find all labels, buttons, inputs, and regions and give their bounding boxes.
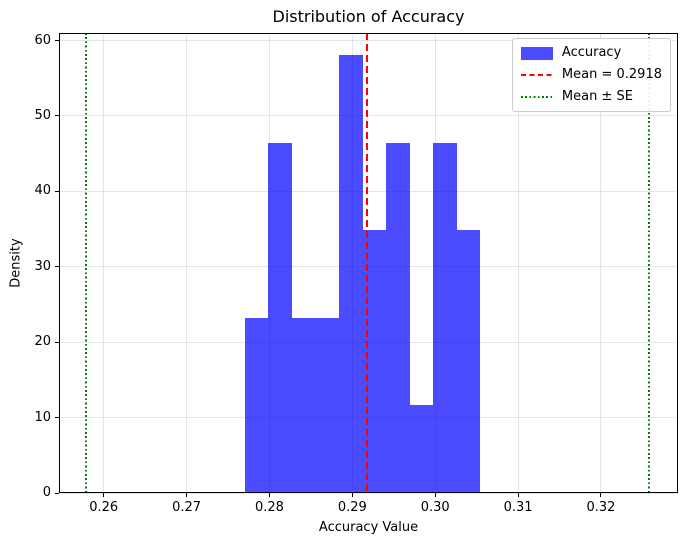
x-tick-label: 0.29 [337,500,367,515]
histogram-bar [315,317,339,493]
y-tick-label: 40 [34,183,51,199]
x-axis-label: Accuracy Value [318,520,419,535]
x-tick-label: 0.32 [586,500,616,515]
gridline-horizontal [59,492,678,494]
x-tick-label: 0.31 [503,500,533,515]
se-line [84,33,87,493]
histogram-bar [268,142,292,493]
legend-entry-mean: Mean = 0.2918 [520,67,662,83]
x-tick-mark [600,493,602,497]
gridline-horizontal [59,190,678,192]
chart-title: Distribution of Accuracy [272,7,465,26]
plot-area: Accuracy Mean = 0.2918 Mean ± SE 0 10 20 30… [34,33,678,515]
y-tick-mark [55,341,59,343]
legend-label-se: Mean ± SE [561,89,633,104]
histogram-bar [338,55,363,493]
legend: Accuracy Mean = 0.2918 Mean ± SE [511,38,671,112]
se-dotted-line-icon [520,96,553,98]
y-tick-mark [55,266,59,268]
y-tick-mark [55,115,59,117]
x-tick-label: 0.26 [89,500,119,515]
y-tick-mark [55,492,59,494]
histogram-bar [433,142,457,493]
legend-label-mean: Mean = 0.2918 [561,67,662,82]
accuracy-swatch-icon [520,46,553,60]
y-tick-mark [55,40,59,42]
gridline-vertical [517,33,519,493]
histogram-bar [291,317,316,493]
mean-line [366,33,369,493]
y-tick-label: 0 [42,485,51,500]
x-tick-label: 0.30 [420,500,450,515]
gridline-horizontal [59,40,678,42]
y-tick-label: 30 [34,258,51,274]
y-tick-label: 20 [34,334,51,350]
histogram-bar [456,230,481,493]
x-tick-mark [434,493,436,497]
histogram-bar [386,142,410,493]
y-tick-label: 50 [34,107,51,123]
gridline-horizontal [59,115,678,117]
y-tick-mark [55,190,59,192]
y-tick-mark [55,417,59,419]
mean-dashed-line-icon [520,74,553,76]
gridline-vertical [600,33,602,493]
x-tick-mark [268,493,270,497]
se-line [647,33,650,493]
gridline-vertical [186,33,188,493]
histogram-bar [362,230,387,493]
x-tick-mark [186,493,188,497]
legend-label-accuracy: Accuracy [561,45,622,60]
gridline-vertical [103,33,105,493]
x-tick-mark [351,493,353,497]
histogram-bar [409,405,434,493]
legend-entry-se: Mean ± SE [520,89,662,105]
y-tick-label: 60 [34,32,51,48]
legend-entry-accuracy: Accuracy [520,45,662,61]
x-tick-mark [517,493,519,497]
x-tick-label: 0.27 [172,500,202,515]
y-tick-label: 10 [34,409,51,425]
x-tick-mark [103,493,105,497]
histogram-bar [244,317,269,493]
x-tick-label: 0.28 [254,500,284,515]
